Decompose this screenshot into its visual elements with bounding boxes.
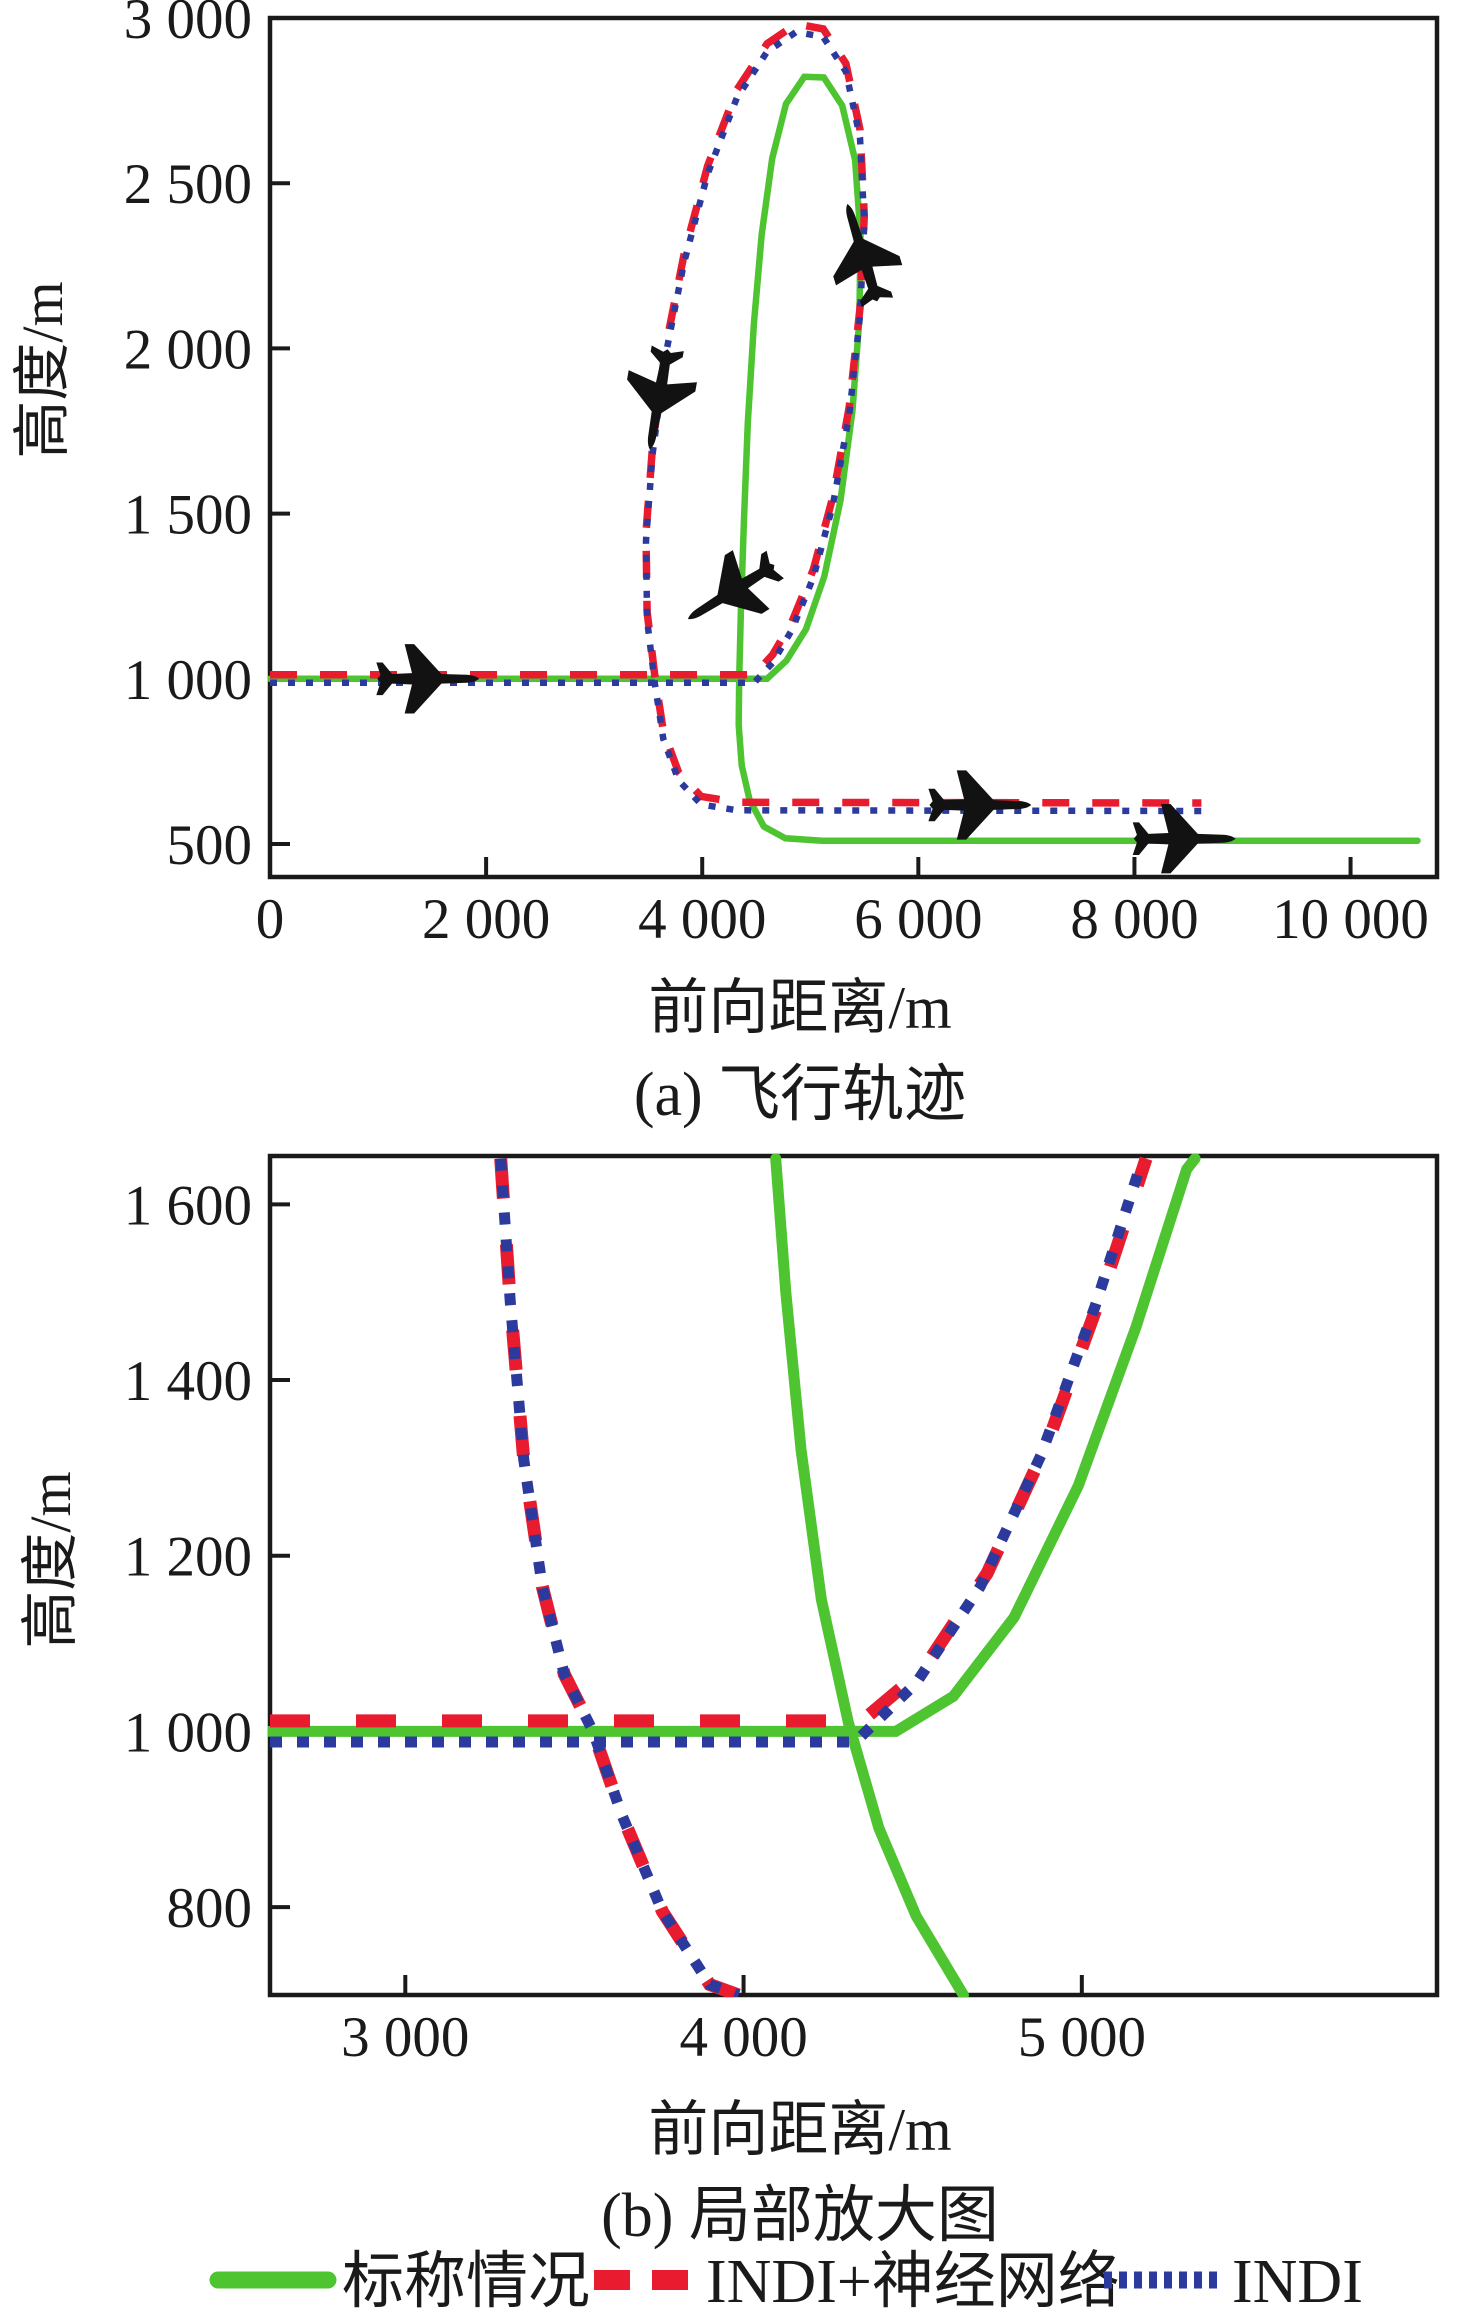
x-tick-label: 8 000	[1070, 888, 1198, 951]
series-indi_nn-line	[494, 1158, 741, 1997]
airplane-icon	[1132, 804, 1236, 874]
series-indi-line	[270, 1167, 1145, 1748]
legend-label-indi: INDI	[1232, 2248, 1363, 2313]
series-indi-line	[495, 1158, 741, 1997]
series-nominal-line	[268, 73, 1421, 844]
y-tick-label: 1 000	[124, 649, 252, 712]
chart-a-ylabel: 高度/m	[10, 281, 75, 458]
x-tick-label: 4 000	[638, 888, 766, 951]
y-tick-label: 2 500	[124, 153, 252, 216]
x-tick-label: 2 000	[422, 888, 550, 951]
axes-box	[267, 1153, 1440, 1998]
chart-flight-trajectory: 0 2 000 4 000 6 000 8 000 10 000 500 1 000 1 500…	[124, 0, 1440, 951]
legend-label-indi-nn: INDI+神经网络	[706, 2248, 1120, 2313]
chart-zoomed-view: 3 000 4 000 5 000 800 1 000 1 200 1 400 1 600	[124, 1153, 1440, 2069]
y-tick-label: 1 000	[124, 1701, 252, 1764]
y-tick-label: 2 000	[124, 318, 252, 381]
chart-a-caption: (a) 飞行轨迹	[634, 1061, 966, 1129]
x-tick-label: 10 000	[1272, 888, 1429, 951]
series-group	[268, 1154, 1201, 1997]
series-nominal-line	[770, 1154, 969, 1997]
airplane-icon	[376, 644, 480, 714]
chart-a-xlabel: 前向距离/m	[648, 975, 951, 1041]
x-tick-label: 6 000	[854, 888, 982, 951]
x-tick-label: 5 000	[1018, 2006, 1146, 2069]
airplane-icon	[928, 770, 1032, 840]
axes-box	[267, 15, 1440, 880]
series-indi_nn-line	[270, 1156, 1153, 1728]
airplane-icon	[615, 342, 702, 456]
x-tick-label: 3 000	[341, 2006, 469, 2069]
y-tick-label: 1 200	[124, 1526, 252, 1589]
y-tick-label: 1 400	[124, 1350, 252, 1413]
chart-b-xlabel: 前向距离/m	[648, 2097, 951, 2163]
y-tick-label: 500	[167, 814, 253, 877]
series-group	[268, 19, 1421, 844]
y-tick-label: 800	[167, 1877, 253, 1940]
legend-label-nominal: 标称情况	[342, 2248, 590, 2313]
chart-b-ylabel: 高度/m	[18, 1471, 83, 1648]
y-tick-label: 1 500	[124, 484, 252, 547]
series-nominal-line	[268, 1154, 1201, 1737]
series-indi_nn-line	[270, 19, 1202, 807]
y-tick-label: 3 000	[124, 0, 252, 51]
x-tick-label: 4 000	[679, 2006, 807, 2069]
airplane-icon	[669, 535, 794, 649]
legend: 标称情况 INDI+神经网络 INDI	[209, 2248, 1363, 2313]
chart-b-caption: (b) 局部放大图	[601, 2182, 999, 2250]
x-tick-label: 0	[256, 888, 285, 951]
y-tick-label: 1 600	[124, 1174, 252, 1237]
series-indi-line	[270, 28, 1202, 815]
